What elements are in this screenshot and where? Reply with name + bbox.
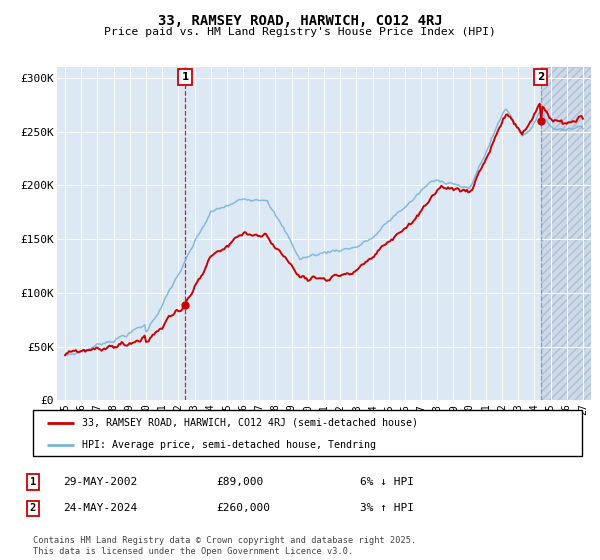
Text: 6% ↓ HPI: 6% ↓ HPI (360, 477, 414, 487)
Text: 1: 1 (30, 477, 36, 487)
Text: Price paid vs. HM Land Registry's House Price Index (HPI): Price paid vs. HM Land Registry's House … (104, 27, 496, 37)
Text: £260,000: £260,000 (216, 503, 270, 514)
Text: 33, RAMSEY ROAD, HARWICH, CO12 4RJ: 33, RAMSEY ROAD, HARWICH, CO12 4RJ (158, 14, 442, 28)
Text: Contains HM Land Registry data © Crown copyright and database right 2025.
This d: Contains HM Land Registry data © Crown c… (33, 536, 416, 556)
Text: £89,000: £89,000 (216, 477, 263, 487)
Text: 24-MAY-2024: 24-MAY-2024 (63, 503, 137, 514)
Bar (541, 67, 591, 400)
Text: 2: 2 (30, 503, 36, 514)
Text: 1: 1 (181, 72, 188, 82)
Text: 3% ↑ HPI: 3% ↑ HPI (360, 503, 414, 514)
Text: 29-MAY-2002: 29-MAY-2002 (63, 477, 137, 487)
FancyBboxPatch shape (33, 410, 582, 456)
Text: 33, RAMSEY ROAD, HARWICH, CO12 4RJ (semi-detached house): 33, RAMSEY ROAD, HARWICH, CO12 4RJ (semi… (82, 418, 418, 428)
Text: 2: 2 (537, 72, 544, 82)
Text: HPI: Average price, semi-detached house, Tendring: HPI: Average price, semi-detached house,… (82, 440, 376, 450)
